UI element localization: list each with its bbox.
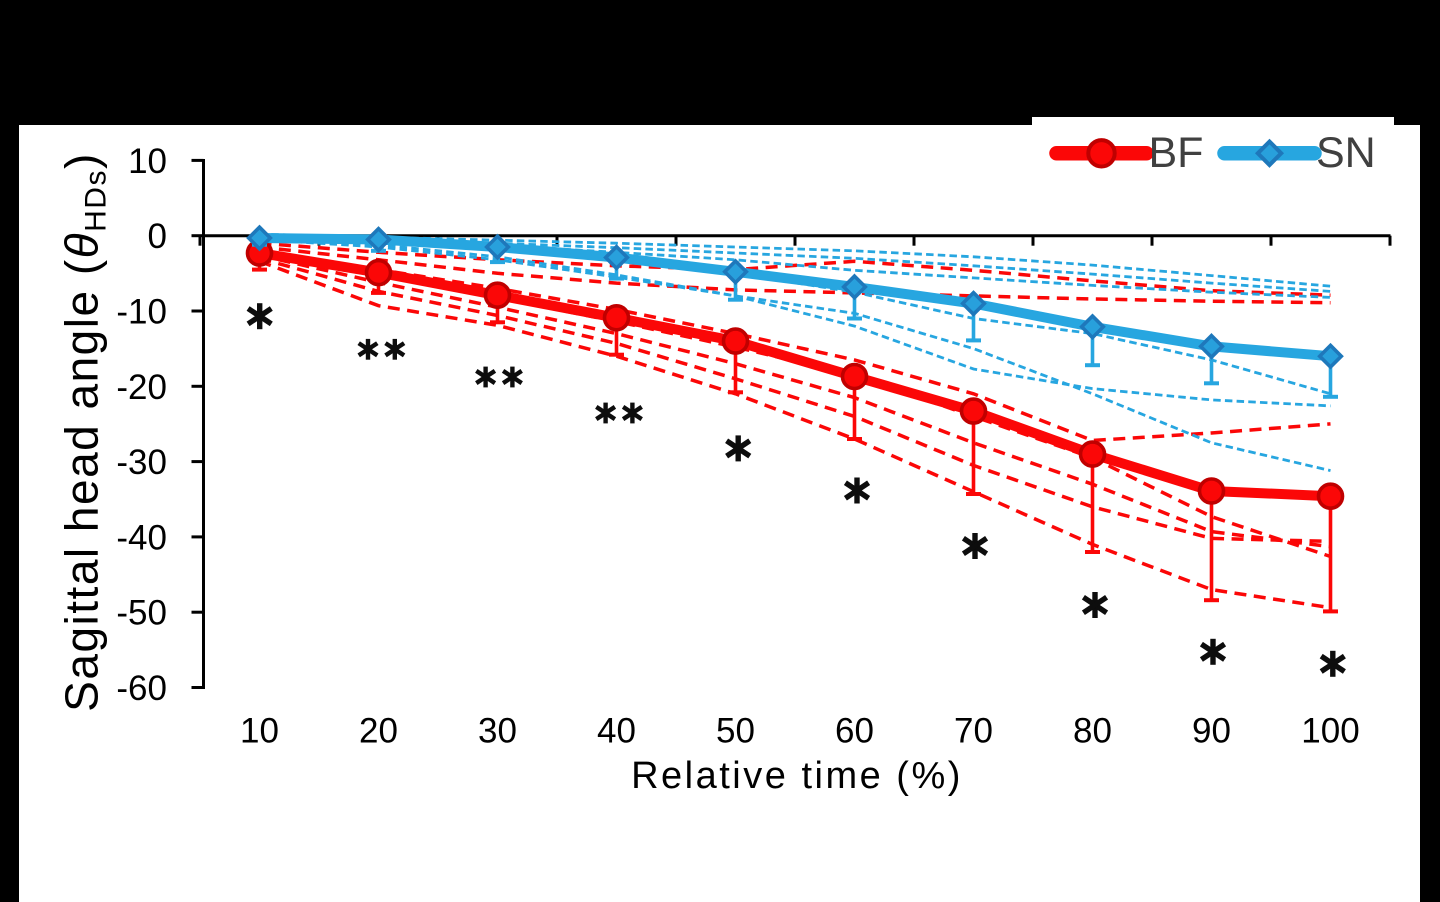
svg-text:10: 10: [240, 712, 279, 751]
svg-text:10: 10: [128, 142, 167, 181]
svg-text:-20: -20: [116, 368, 167, 407]
svg-text:50: 50: [716, 712, 755, 751]
svg-text:90: 90: [1192, 712, 1231, 751]
svg-text:-30: -30: [116, 443, 167, 482]
svg-text:BF: BF: [1149, 129, 1204, 177]
svg-text:100: 100: [1301, 712, 1359, 751]
svg-text:Relative time (%): Relative time (%): [631, 755, 963, 797]
svg-text:80: 80: [1073, 712, 1112, 751]
svg-text:-50: -50: [116, 594, 167, 633]
svg-text:-60: -60: [116, 669, 167, 708]
svg-text:60: 60: [835, 712, 874, 751]
svg-text:30: 30: [478, 712, 517, 751]
svg-text:-40: -40: [116, 518, 167, 557]
svg-text:Sagittal head angle (θHDs): Sagittal head angle (θHDs): [56, 152, 113, 712]
svg-text:0: 0: [148, 217, 167, 256]
svg-text:-10: -10: [116, 293, 167, 332]
svg-text:40: 40: [597, 712, 636, 751]
svg-text:70: 70: [954, 712, 993, 751]
svg-text:20: 20: [359, 712, 398, 751]
svg-text:SN: SN: [1316, 129, 1376, 177]
